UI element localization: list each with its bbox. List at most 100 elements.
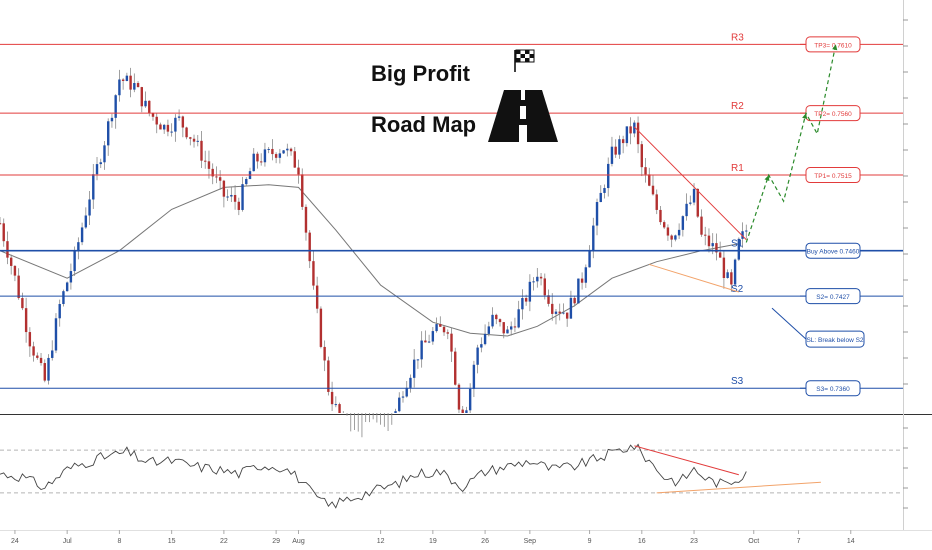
level-tag-s3: S3 xyxy=(731,376,744,387)
candle-body xyxy=(226,196,229,198)
candle-body xyxy=(394,411,397,413)
level-callout-s3: S3= 0.7360 xyxy=(800,380,861,397)
candle-body xyxy=(468,388,472,411)
candle-body xyxy=(506,329,509,334)
time-tick-label: 7 xyxy=(797,538,801,545)
time-tick-label: 24 xyxy=(11,538,19,545)
candle-body xyxy=(412,359,416,378)
checkered-flag-icon xyxy=(514,49,535,72)
candle-body xyxy=(144,100,147,107)
level-callout-r1: TP1= 0.7515 xyxy=(800,167,861,184)
time-tick-label: Jul xyxy=(63,538,72,545)
candle-body xyxy=(166,124,170,132)
osc-trendline-lower xyxy=(656,481,821,494)
candle-body xyxy=(513,326,517,328)
candle-body xyxy=(442,326,446,333)
candle-body xyxy=(666,227,670,236)
candle-body xyxy=(185,127,188,138)
candle-body xyxy=(133,83,136,90)
time-tick-label: Aug xyxy=(292,538,305,545)
candle-body xyxy=(655,194,658,210)
time-tick-label: 15 xyxy=(168,538,176,545)
candle-body xyxy=(558,311,561,314)
candle-body xyxy=(54,318,58,351)
candle-body xyxy=(498,319,502,323)
candle-body xyxy=(140,87,143,107)
candle-body xyxy=(495,314,498,320)
candle-body xyxy=(480,344,483,348)
callout-text: TP3= 0.7610 xyxy=(814,42,852,49)
level-callout-s2: S2= 0.7427 xyxy=(800,288,861,305)
candle-body xyxy=(741,231,744,239)
candle-body xyxy=(222,180,226,197)
candle-body xyxy=(398,397,401,412)
callout-text: TP2= 0.7560 xyxy=(814,111,852,118)
candle-body xyxy=(125,75,129,82)
candle-body xyxy=(454,351,457,385)
candle-body xyxy=(435,324,438,332)
candle-body xyxy=(670,235,673,240)
osc-trendline-upper xyxy=(634,445,739,476)
candle-body xyxy=(517,309,520,328)
stop-loss-text: SL: Break below S2 xyxy=(806,337,863,344)
candle-body xyxy=(204,160,207,162)
candle-body xyxy=(151,113,155,117)
candle-body xyxy=(252,153,255,172)
candle-body xyxy=(625,126,629,144)
candle-body xyxy=(21,298,24,309)
candle-body xyxy=(483,333,487,345)
candle-body xyxy=(588,250,591,268)
level-callout-r3: TP3= 0.7610 xyxy=(800,36,861,53)
candle-body xyxy=(196,140,199,142)
time-tick-label: 8 xyxy=(117,538,121,545)
candle-body xyxy=(282,150,285,154)
candle-body xyxy=(461,409,464,413)
candle-body xyxy=(715,243,718,253)
candle-body xyxy=(457,384,461,410)
candle-body xyxy=(181,116,185,128)
candle-body xyxy=(424,340,427,343)
candle-body xyxy=(162,124,166,130)
candle-body xyxy=(118,79,121,96)
candle-body xyxy=(32,346,35,356)
candle-body xyxy=(431,331,435,342)
time-tick-label: 14 xyxy=(847,538,855,545)
candle-body xyxy=(215,176,218,178)
candle-body xyxy=(409,377,412,388)
candle-body xyxy=(603,188,606,193)
candle-body xyxy=(315,285,319,309)
candle-body xyxy=(420,340,423,360)
candle-body xyxy=(405,387,408,397)
candle-body xyxy=(312,261,315,286)
projection xyxy=(745,44,838,243)
candle-body xyxy=(241,184,244,210)
candle-body xyxy=(573,297,576,304)
stop-loss-box xyxy=(805,330,865,348)
candle-body xyxy=(230,194,233,197)
candle-body xyxy=(103,145,106,163)
candle-body xyxy=(9,257,13,266)
price-trendline-upper xyxy=(633,126,747,241)
candle-body xyxy=(577,278,580,304)
candle-body xyxy=(267,148,270,150)
candle-body xyxy=(200,140,203,161)
grid xyxy=(0,0,932,531)
time-tick-label: 12 xyxy=(377,538,385,545)
candle-body xyxy=(174,117,177,132)
candle-body xyxy=(554,311,558,314)
level-tag-r1: R1 xyxy=(731,163,744,174)
candle-body xyxy=(707,235,711,247)
price-trendline-lower xyxy=(649,263,739,293)
candle-body xyxy=(338,404,341,413)
candle-body xyxy=(233,194,237,202)
candle-body xyxy=(401,396,405,398)
candle-body xyxy=(62,291,65,305)
level-tag-s2: S2 xyxy=(731,284,744,295)
candle-body xyxy=(245,179,248,185)
time-tick-label: 22 xyxy=(220,538,228,545)
candle-body xyxy=(148,100,151,114)
candle-body xyxy=(476,347,479,365)
projection-arrowhead xyxy=(802,113,808,119)
candle-body xyxy=(580,278,584,283)
